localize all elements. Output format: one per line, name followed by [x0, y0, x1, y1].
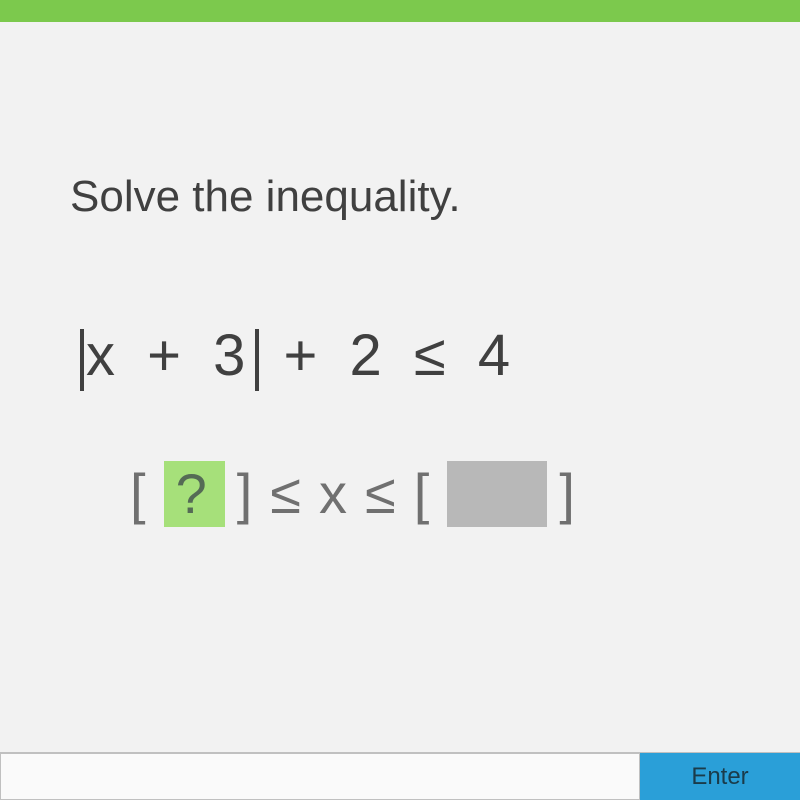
abs-close-bar	[255, 329, 259, 391]
equation-k1: 3	[213, 323, 253, 388]
equation-op: ≤	[414, 323, 454, 388]
app-top-bar	[0, 0, 800, 22]
right-bracket-2: ]	[559, 461, 581, 526]
footer-bar: Enter	[0, 752, 800, 800]
answer-op2: ≤	[365, 461, 402, 526]
left-bracket-2: [	[414, 461, 436, 526]
prompt-text: Solve the inequality.	[70, 172, 730, 222]
answer-var: x	[319, 461, 353, 526]
active-answer-blank[interactable]: ?	[164, 461, 225, 527]
equation-plus2: +	[284, 323, 326, 388]
content-area: Solve the inequality. x + 3 + 2 ≤ 4 [ ? …	[0, 22, 800, 800]
equation: x + 3 + 2 ≤ 4	[70, 322, 730, 391]
answer-input[interactable]	[0, 753, 640, 800]
abs-open-bar	[80, 329, 84, 391]
equation-var: x	[86, 323, 123, 388]
answer-op1: ≤	[270, 461, 307, 526]
equation-plus1: +	[147, 323, 189, 388]
equation-k2: 2	[350, 323, 390, 388]
answer-template: [ ? ] ≤ x ≤ [ ]	[70, 461, 730, 527]
enter-button[interactable]: Enter	[640, 753, 800, 800]
right-bracket-1: ]	[237, 461, 259, 526]
left-bracket-1: [	[130, 461, 152, 526]
equation-rhs: 4	[478, 323, 518, 388]
inactive-answer-blank[interactable]	[447, 461, 547, 527]
